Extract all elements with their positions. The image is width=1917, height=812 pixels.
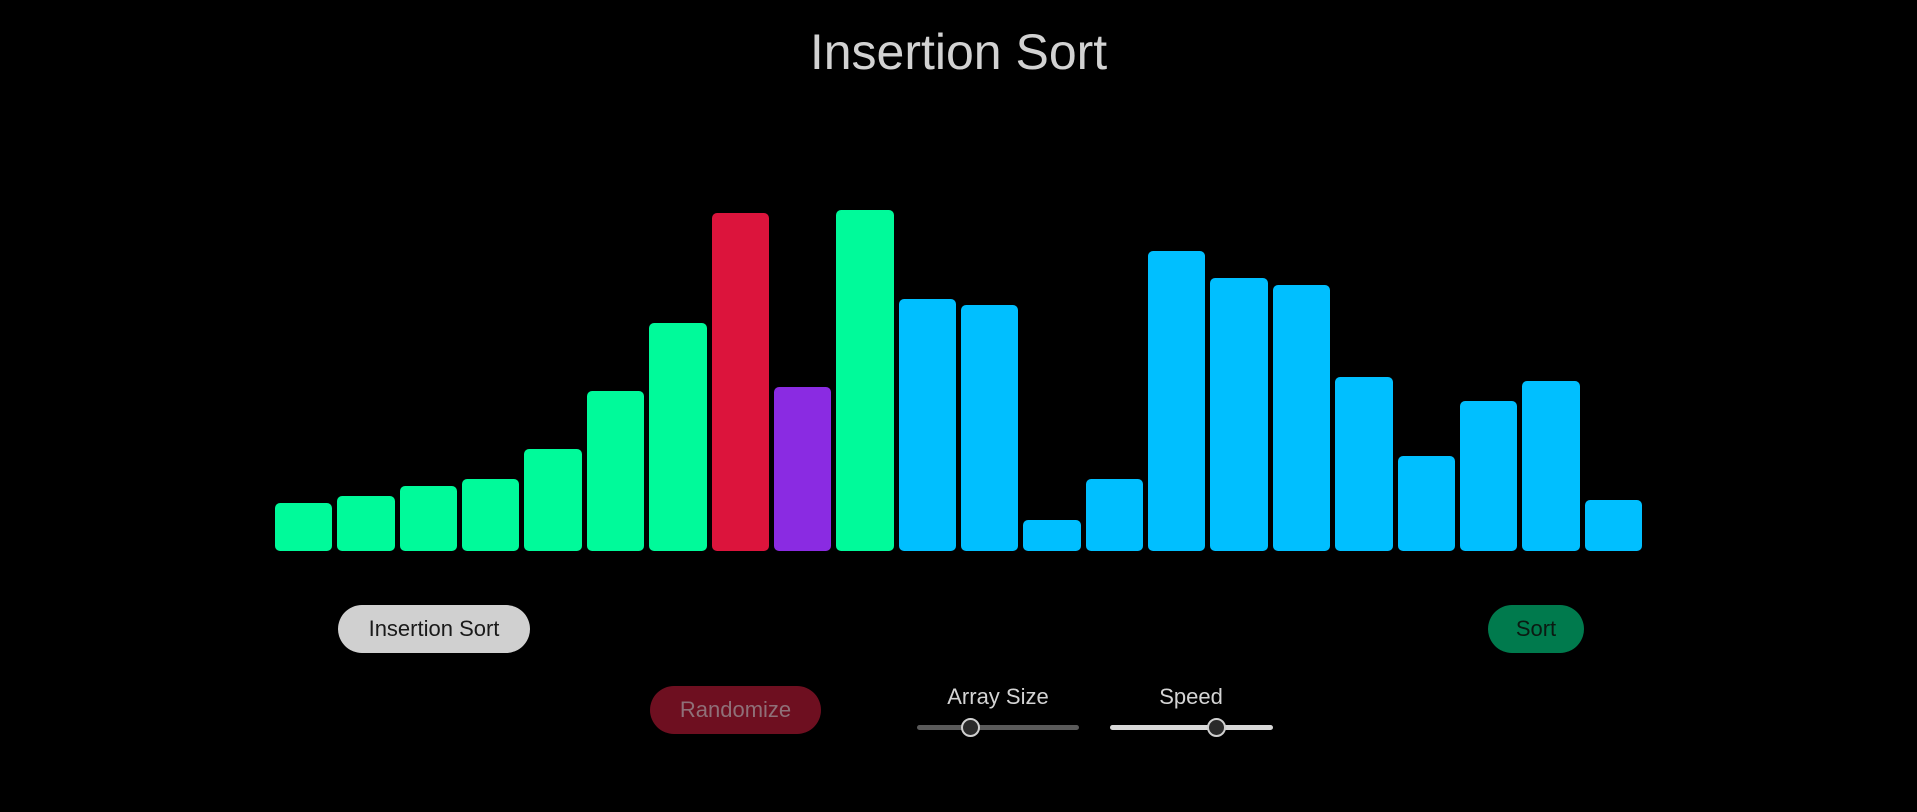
speed-slider-thumb[interactable] xyxy=(1206,718,1226,737)
bar-4 xyxy=(462,479,520,551)
randomize-button[interactable]: Randomize xyxy=(650,686,821,734)
bar-14 xyxy=(1085,479,1144,551)
bar-7 xyxy=(649,322,707,551)
bar-21 xyxy=(1522,380,1580,551)
bar-10 xyxy=(836,210,894,551)
bar-20 xyxy=(1459,400,1518,551)
bar-17 xyxy=(1272,285,1331,551)
bar-6 xyxy=(586,390,645,551)
array-size-label: Array Size xyxy=(947,684,1049,709)
bar-8 xyxy=(711,213,769,551)
bar-18 xyxy=(1335,377,1393,551)
page-title: Insertion Sort xyxy=(809,24,1108,80)
bar-13 xyxy=(1023,520,1081,551)
bar-3 xyxy=(399,486,458,551)
speed-slider[interactable] xyxy=(1110,718,1273,737)
array-size-slider[interactable] xyxy=(917,718,1079,737)
bar-15 xyxy=(1148,250,1206,551)
bar-22 xyxy=(1584,499,1642,551)
bar-19 xyxy=(1397,455,1455,551)
bar-12 xyxy=(961,305,1019,551)
bar-16 xyxy=(1210,278,1268,551)
speed-label: Speed xyxy=(1159,684,1223,709)
array-size-slider-thumb[interactable] xyxy=(961,718,981,737)
bar-9 xyxy=(773,387,832,551)
speed-slider-track[interactable] xyxy=(1110,725,1273,730)
bar-chart xyxy=(275,210,1647,551)
bar-2 xyxy=(337,496,395,551)
algorithm-select-button[interactable]: Insertion Sort xyxy=(338,605,530,653)
bar-1 xyxy=(275,503,333,551)
bar-5 xyxy=(524,448,582,551)
bar-11 xyxy=(898,298,956,551)
array-size-slider-track[interactable] xyxy=(917,725,1079,730)
sort-button[interactable]: Sort xyxy=(1488,605,1584,653)
